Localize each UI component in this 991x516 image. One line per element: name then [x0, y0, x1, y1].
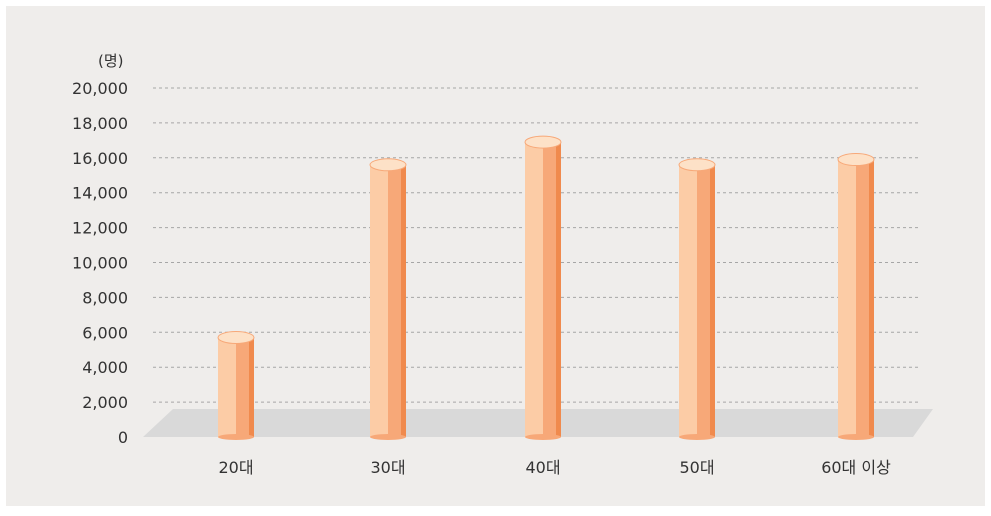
y-tick-label: 20,000 [72, 79, 128, 98]
bar-base [218, 434, 254, 440]
bars [217, 135, 875, 440]
bar-side-face [543, 142, 556, 437]
bar-base [525, 434, 561, 440]
bar-side-face [856, 159, 869, 438]
bar [837, 153, 875, 440]
bar-side-face [697, 164, 710, 437]
y-tick-label: 2,000 [82, 393, 128, 412]
bar-base [370, 434, 406, 440]
y-tick-label: 4,000 [82, 358, 128, 377]
y-tick-label: 18,000 [72, 114, 128, 133]
x-tick-label: 40대 [525, 458, 560, 477]
bar-front-face [370, 164, 388, 437]
x-tick-label: 50대 [679, 458, 714, 477]
bar-top-cap [524, 135, 562, 149]
bar-edge-face [249, 337, 254, 437]
y-tick-label: 12,000 [72, 219, 128, 238]
y-tick-label: 0 [118, 428, 128, 447]
bar-top-cap [217, 331, 255, 345]
bar-top-cap [369, 158, 407, 172]
x-tick-label: 30대 [370, 458, 405, 477]
x-tick-label: 60대 이상 [821, 458, 891, 477]
bar-front-face [679, 164, 697, 437]
bar [369, 158, 407, 440]
x-axis: 20대 30대 40대 50대 60대 이상 [218, 458, 891, 477]
y-axis: 0 2,000 4,000 6,000 8,000 10,000 12,000 14,000 1… [72, 79, 128, 447]
bar-side-face [236, 337, 249, 437]
gridlines [153, 87, 920, 403]
bar [217, 331, 255, 440]
bar [678, 158, 716, 440]
bar-edge-face [710, 164, 715, 437]
y-tick-label: 10,000 [72, 254, 128, 273]
y-tick-label: 14,000 [72, 184, 128, 203]
x-tick-label: 20대 [218, 458, 253, 477]
bar [524, 135, 562, 440]
y-axis-unit-label: (명) [98, 52, 124, 70]
bar-base [679, 434, 715, 440]
y-tick-label: 16,000 [72, 149, 128, 168]
y-tick-label: 6,000 [82, 323, 128, 342]
bar-front-face [218, 337, 236, 437]
bar-front-face [838, 159, 856, 438]
bar-edge-face [556, 142, 561, 437]
bar-base [838, 434, 874, 440]
bar-top-cap [678, 158, 716, 172]
bar-edge-face [869, 159, 874, 438]
bar-front-face [525, 142, 543, 437]
y-tick-label: 8,000 [82, 288, 128, 307]
bar-top-cap [837, 153, 875, 167]
bar-side-face [388, 164, 401, 437]
bar-edge-face [401, 164, 406, 437]
